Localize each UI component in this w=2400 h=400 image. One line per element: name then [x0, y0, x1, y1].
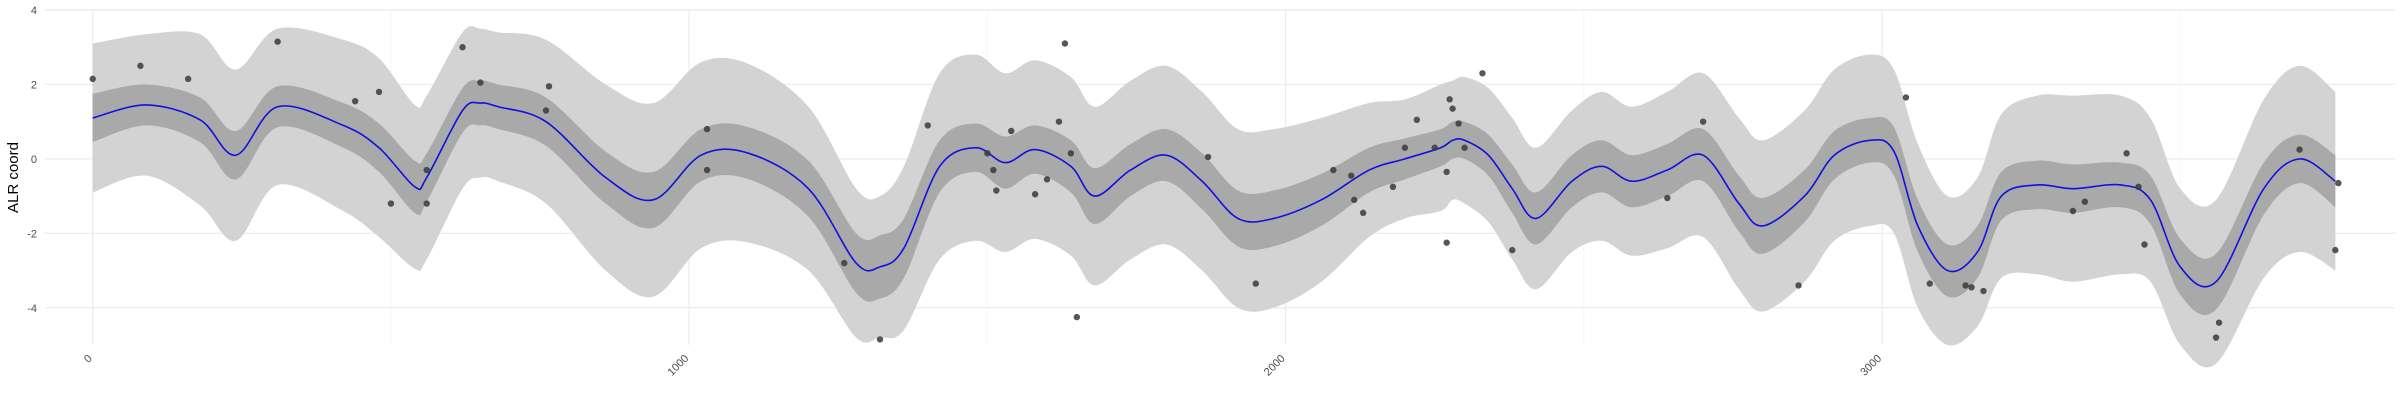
- data-point: [2135, 183, 2142, 191]
- data-point: [1461, 144, 1468, 151]
- x-tick-label: 0: [82, 353, 95, 366]
- data-point: [1348, 172, 1355, 179]
- data-point: [1443, 168, 1450, 176]
- data-point: [1479, 70, 1486, 77]
- x-axis-tick-labels: 0 1000 2000 3000: [82, 353, 1884, 379]
- data-point: [1795, 282, 1802, 289]
- data-point: [1968, 284, 1975, 291]
- data-point: [1455, 120, 1462, 127]
- data-point: [351, 97, 359, 105]
- mean-trend-line: [92, 101, 2336, 288]
- data-point: [1061, 40, 1069, 47]
- data-point: [703, 125, 711, 133]
- data-point: [2335, 179, 2342, 187]
- y-tick-label: 2: [31, 79, 37, 91]
- data-point: [876, 336, 884, 343]
- data-point: [1204, 153, 1212, 161]
- data-point: [459, 44, 466, 51]
- data-point: [1359, 209, 1367, 217]
- data-point: [375, 88, 383, 96]
- data-point: [841, 259, 848, 267]
- data-point: [984, 150, 991, 157]
- data-point: [1008, 127, 1015, 135]
- data-point: [2296, 146, 2303, 153]
- data-point: [1413, 116, 1421, 124]
- data-point: [2081, 198, 2089, 205]
- data-point: [1031, 191, 1039, 198]
- data-point: [993, 187, 1000, 194]
- data-point: [2123, 150, 2130, 157]
- y-tick-label: 0: [31, 154, 37, 166]
- data-point: [89, 75, 96, 83]
- data-point: [423, 200, 430, 207]
- data-point: [924, 122, 931, 129]
- x-tick-label: 1000: [665, 353, 691, 379]
- y-tick-label: -2: [27, 228, 37, 240]
- data-point: [423, 166, 430, 174]
- data-point: [2215, 319, 2223, 326]
- data-point: [1446, 96, 1453, 103]
- data-point: [2212, 334, 2220, 341]
- data-point: [184, 75, 192, 83]
- data-point: [387, 200, 395, 207]
- data-point: [1902, 94, 1910, 101]
- data-point: [1330, 166, 1337, 174]
- data-point: [1509, 246, 1516, 254]
- data-point: [1699, 118, 1707, 125]
- data-point: [1401, 144, 1409, 151]
- data-point: [274, 38, 281, 45]
- data-point: [1252, 280, 1259, 287]
- confidence-band-inner: [92, 80, 2336, 316]
- data-point: [1926, 280, 1933, 287]
- data-point: [703, 166, 711, 174]
- data-point: [1389, 183, 1397, 191]
- observation-points: [89, 38, 2342, 343]
- data-point: [1431, 144, 1438, 151]
- data-point: [1351, 196, 1358, 204]
- y-axis-tick-labels: -4 -2 0 2 4: [27, 5, 37, 315]
- data-point: [2332, 246, 2339, 254]
- data-point: [1043, 176, 1051, 183]
- data-point: [542, 107, 550, 114]
- data-point: [1962, 282, 1969, 289]
- data-point: [1055, 118, 1063, 125]
- x-tick-label: 3000: [1858, 353, 1884, 379]
- data-point: [1067, 150, 1075, 157]
- y-axis-title: ALR coord: [5, 142, 22, 213]
- x-tick-label: 2000: [1262, 353, 1288, 379]
- data-point: [1980, 287, 1987, 295]
- data-point: [1664, 194, 1671, 202]
- data-point: [990, 166, 997, 174]
- y-tick-label: -4: [27, 303, 37, 315]
- data-point: [1443, 239, 1450, 246]
- data-point: [2069, 207, 2077, 215]
- data-point: [2141, 241, 2148, 248]
- data-point: [545, 83, 553, 90]
- data-point: [477, 79, 484, 86]
- data-point: [137, 62, 144, 70]
- data-point: [1449, 105, 1456, 112]
- y-tick-label: 4: [31, 5, 37, 17]
- data-point: [1073, 313, 1081, 321]
